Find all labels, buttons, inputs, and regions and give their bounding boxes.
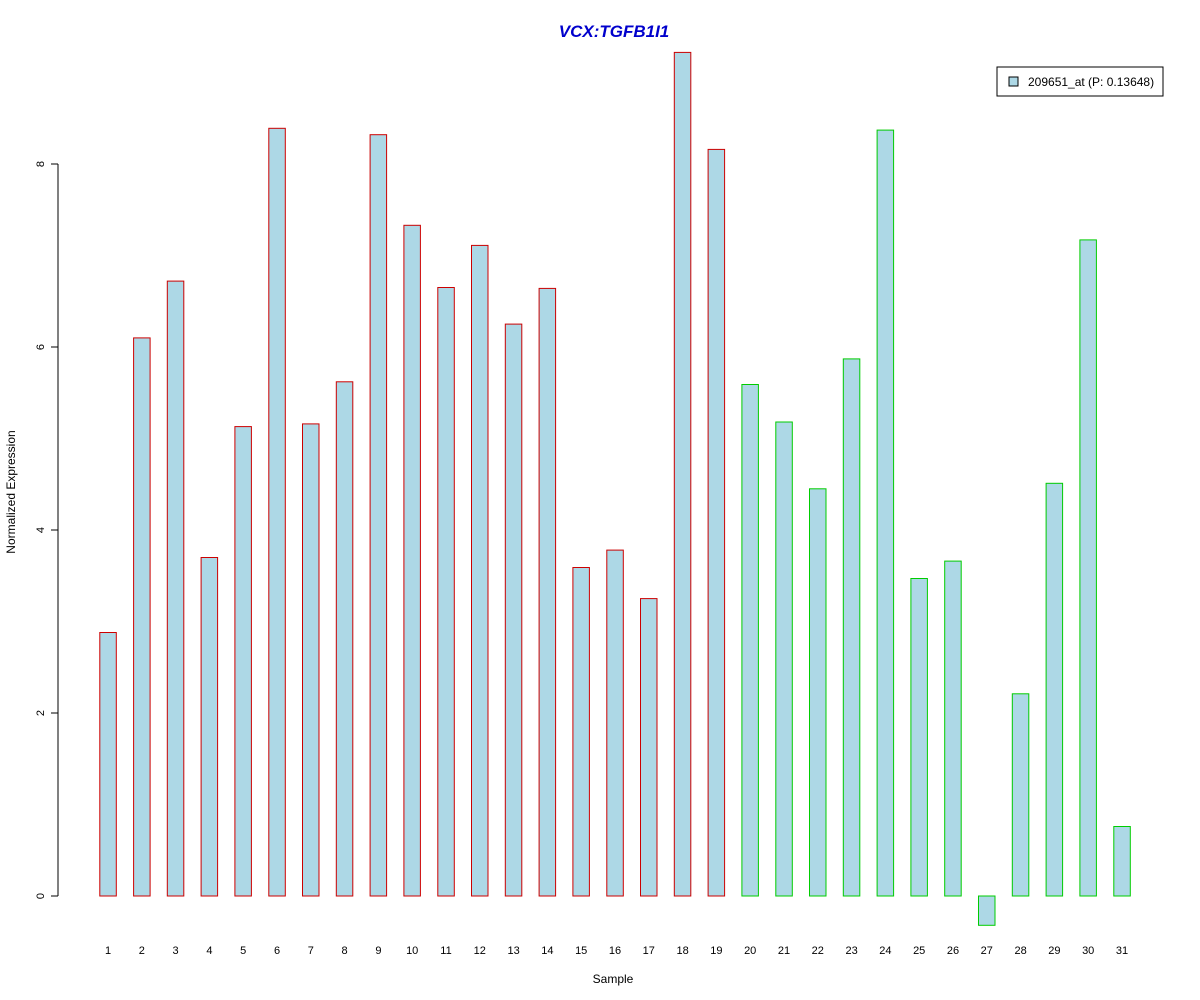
x-tick-label: 17 — [643, 945, 655, 957]
x-tick-label: 13 — [507, 945, 519, 957]
x-tick-label: 27 — [981, 945, 993, 957]
bar-sample-3 — [166, 280, 185, 897]
x-tick-label: 11 — [440, 945, 451, 957]
bar-sample-31 — [1113, 826, 1131, 897]
x-tick-label: 31 — [1116, 945, 1128, 957]
x-tick-label: 7 — [308, 945, 314, 957]
bar-sample-24 — [876, 129, 895, 897]
x-tick-label: 24 — [879, 945, 891, 957]
legend-label: 209651_at (P: 0.13648) — [1028, 75, 1154, 89]
x-tick-label: 20 — [744, 945, 756, 957]
x-tick-label: 3 — [173, 945, 179, 957]
bar-sample-30 — [1079, 239, 1097, 897]
bar-sample-10 — [403, 224, 421, 897]
bar-sample-15 — [572, 567, 590, 897]
x-tick-label: 6 — [274, 945, 280, 957]
x-tick-label: 15 — [575, 945, 587, 957]
x-tick-label: 28 — [1014, 945, 1026, 957]
legend-box — [996, 66, 1164, 97]
bars — [99, 51, 1131, 926]
bar-sample-14 — [538, 287, 557, 897]
x-tick-label: 8 — [342, 945, 348, 957]
bar-sample-6 — [268, 127, 286, 897]
bar-sample-4 — [200, 557, 219, 897]
bar-sample-9 — [369, 134, 388, 897]
x-tick-label: 5 — [240, 945, 246, 957]
bar-sample-18 — [673, 51, 692, 897]
bar-sample-29 — [1045, 482, 1064, 897]
bar-sample-25 — [910, 578, 928, 897]
bar-sample-11 — [437, 287, 455, 897]
bar-sample-28 — [1011, 693, 1030, 897]
x-tick-label: 10 — [406, 945, 418, 957]
x-tick-label: 19 — [710, 945, 722, 957]
x-tick-label: 29 — [1048, 945, 1060, 957]
x-tick-label: 14 — [541, 945, 553, 957]
x-tick-label: 25 — [913, 945, 925, 957]
chart-title: VCX:TGFB1I1 — [559, 22, 670, 41]
x-tick-label: 22 — [812, 945, 824, 957]
x-tick-label: 2 — [139, 945, 145, 957]
x-tick-label: 26 — [947, 945, 959, 957]
x-tick-label: 18 — [676, 945, 688, 957]
bar-sample-22 — [809, 488, 827, 897]
bar-sample-19 — [707, 148, 726, 897]
bar-sample-21 — [775, 421, 793, 897]
bar-sample-7 — [302, 423, 320, 897]
bar-sample-12 — [471, 244, 489, 897]
y-tick-label: 8 — [35, 161, 47, 167]
x-tick-label: 1 — [105, 945, 111, 957]
y-axis-label: Normalized Expression — [4, 430, 18, 553]
x-tick-label: 4 — [206, 945, 212, 957]
bar-sample-2 — [133, 337, 151, 897]
y-tick-label: 6 — [35, 344, 47, 350]
bar-sample-27 — [978, 895, 996, 926]
bar-sample-23 — [842, 358, 861, 897]
legend: 209651_at (P: 0.13648) — [996, 66, 1164, 97]
y-axis: 0 2 4 6 8 — [35, 161, 59, 899]
bar-sample-1 — [99, 632, 117, 897]
bar-sample-26 — [944, 560, 962, 897]
x-tick-label: 16 — [609, 945, 621, 957]
y-tick-label: 0 — [35, 893, 47, 899]
x-tick-label: 9 — [375, 945, 381, 957]
bar-sample-16 — [606, 549, 624, 897]
x-tick-label: 21 — [778, 945, 790, 957]
y-tick-label: 4 — [35, 527, 47, 533]
x-tick-label: 12 — [474, 945, 486, 957]
x-tick-label: 30 — [1082, 945, 1094, 957]
bar-sample-13 — [504, 323, 523, 897]
bar-sample-17 — [640, 598, 658, 897]
bar-sample-5 — [234, 426, 252, 897]
x-tick-labels: 1 2 3 4 5 6 7 8 9 10 11 12 13 14 15 16 17 18 19 20 21 22 23 24 2… — [105, 945, 1128, 957]
bar-sample-20 — [741, 384, 759, 897]
legend-swatch — [1008, 76, 1019, 87]
bar-sample-8 — [335, 381, 354, 897]
y-tick-label: 2 — [35, 710, 47, 716]
x-tick-label: 23 — [845, 945, 857, 957]
x-axis-label: Sample — [593, 972, 634, 986]
